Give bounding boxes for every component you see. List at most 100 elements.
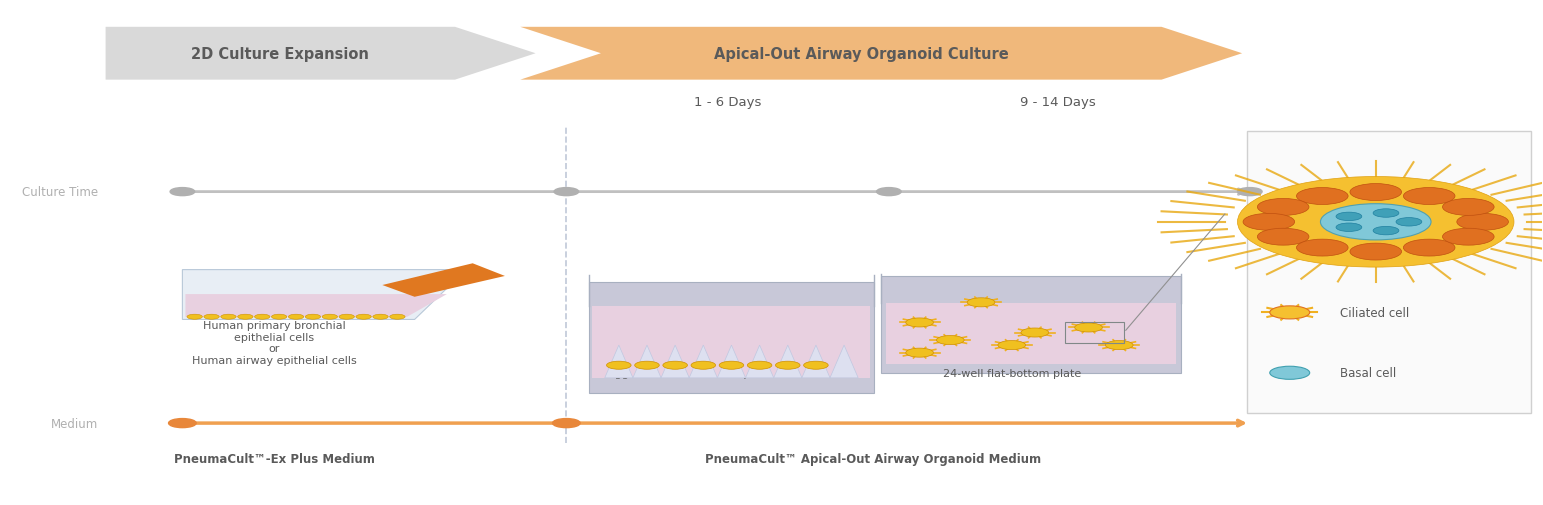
- Circle shape: [691, 362, 716, 370]
- Circle shape: [187, 315, 202, 320]
- Polygon shape: [1347, 186, 1401, 222]
- Circle shape: [1296, 188, 1349, 205]
- Circle shape: [1105, 341, 1133, 350]
- Circle shape: [170, 188, 194, 196]
- Text: Culture Time: Culture Time: [22, 186, 97, 199]
- Circle shape: [1336, 224, 1362, 232]
- Circle shape: [804, 362, 829, 370]
- Polygon shape: [1350, 222, 1404, 258]
- Circle shape: [1443, 229, 1494, 245]
- Polygon shape: [105, 28, 535, 80]
- Text: 9 - 14 Days: 9 - 14 Days: [1020, 95, 1096, 108]
- Circle shape: [876, 188, 901, 196]
- Circle shape: [998, 341, 1026, 350]
- Polygon shape: [1267, 222, 1376, 246]
- Text: Medium: Medium: [51, 417, 97, 430]
- Polygon shape: [1247, 215, 1376, 230]
- Text: 1 - 6 Days: 1 - 6 Days: [694, 95, 761, 108]
- Circle shape: [1258, 199, 1308, 216]
- Circle shape: [1350, 243, 1401, 261]
- Text: PneumaCult™ Apical-Out Airway Organoid Medium: PneumaCult™ Apical-Out Airway Organoid M…: [705, 452, 1042, 465]
- Circle shape: [1350, 184, 1401, 201]
- Circle shape: [204, 315, 219, 320]
- Circle shape: [719, 362, 744, 370]
- Polygon shape: [1376, 215, 1504, 229]
- Circle shape: [373, 315, 389, 320]
- Polygon shape: [1376, 222, 1461, 253]
- Circle shape: [776, 362, 801, 370]
- Circle shape: [238, 315, 253, 320]
- Polygon shape: [660, 345, 690, 378]
- Circle shape: [1258, 229, 1308, 245]
- Circle shape: [1021, 328, 1049, 337]
- Circle shape: [554, 188, 579, 196]
- Polygon shape: [802, 345, 830, 378]
- Circle shape: [221, 315, 236, 320]
- Polygon shape: [830, 345, 858, 378]
- Circle shape: [747, 362, 772, 370]
- Polygon shape: [1376, 221, 1486, 243]
- Polygon shape: [1267, 202, 1376, 223]
- Polygon shape: [1376, 199, 1486, 222]
- Circle shape: [906, 318, 934, 327]
- Circle shape: [1237, 188, 1262, 196]
- Circle shape: [937, 336, 964, 345]
- Circle shape: [1404, 188, 1455, 205]
- Polygon shape: [1247, 222, 1376, 238]
- Polygon shape: [690, 345, 717, 378]
- Circle shape: [272, 315, 287, 320]
- Circle shape: [1296, 240, 1349, 257]
- Circle shape: [1443, 199, 1494, 216]
- Polygon shape: [1376, 222, 1433, 258]
- Text: Ciliated cell: Ciliated cell: [1341, 306, 1410, 319]
- Circle shape: [1336, 213, 1362, 221]
- Circle shape: [606, 362, 631, 370]
- Polygon shape: [182, 270, 466, 320]
- Text: Basal cell: Basal cell: [1341, 367, 1396, 380]
- Polygon shape: [773, 345, 802, 378]
- Circle shape: [634, 362, 659, 370]
- Circle shape: [390, 315, 406, 320]
- Circle shape: [552, 419, 580, 428]
- Polygon shape: [185, 294, 447, 317]
- Polygon shape: [383, 264, 505, 297]
- FancyBboxPatch shape: [1247, 132, 1531, 413]
- Circle shape: [289, 315, 304, 320]
- Circle shape: [356, 315, 372, 320]
- Polygon shape: [1291, 192, 1376, 222]
- Circle shape: [1237, 177, 1514, 268]
- Circle shape: [255, 315, 270, 320]
- Polygon shape: [745, 345, 773, 378]
- Circle shape: [1373, 227, 1400, 235]
- Polygon shape: [1302, 222, 1379, 253]
- Circle shape: [1270, 367, 1310, 380]
- Polygon shape: [717, 345, 745, 378]
- Text: Human primary bronchial
epithelial cells
or
Human airway epithelial cells: Human primary bronchial epithelial cells…: [193, 321, 356, 365]
- FancyBboxPatch shape: [886, 304, 1176, 364]
- Text: AggreWell™400 24-well plate: AggreWell™400 24-well plate: [606, 368, 772, 378]
- Polygon shape: [1318, 186, 1376, 222]
- Circle shape: [1270, 306, 1310, 319]
- FancyBboxPatch shape: [593, 306, 870, 378]
- Text: Apical-Out Airway Organoid Culture: Apical-Out Airway Organoid Culture: [714, 46, 1009, 62]
- Circle shape: [322, 315, 338, 320]
- FancyBboxPatch shape: [589, 282, 873, 393]
- Circle shape: [1457, 214, 1509, 231]
- Circle shape: [1373, 210, 1400, 218]
- Circle shape: [1396, 218, 1421, 227]
- Circle shape: [967, 298, 995, 307]
- Circle shape: [906, 348, 934, 358]
- Circle shape: [339, 315, 355, 320]
- Circle shape: [1244, 214, 1295, 231]
- Text: PneumaCult™-Ex Plus Medium: PneumaCult™-Ex Plus Medium: [174, 452, 375, 465]
- FancyBboxPatch shape: [881, 277, 1180, 373]
- Polygon shape: [520, 28, 1242, 80]
- Circle shape: [663, 362, 688, 370]
- Circle shape: [306, 315, 321, 320]
- Circle shape: [1075, 323, 1102, 332]
- Text: 24-well flat-bottom plate: 24-well flat-bottom plate: [943, 368, 1080, 378]
- Circle shape: [168, 419, 196, 428]
- Polygon shape: [605, 345, 633, 378]
- Polygon shape: [633, 345, 660, 378]
- Circle shape: [1404, 240, 1455, 257]
